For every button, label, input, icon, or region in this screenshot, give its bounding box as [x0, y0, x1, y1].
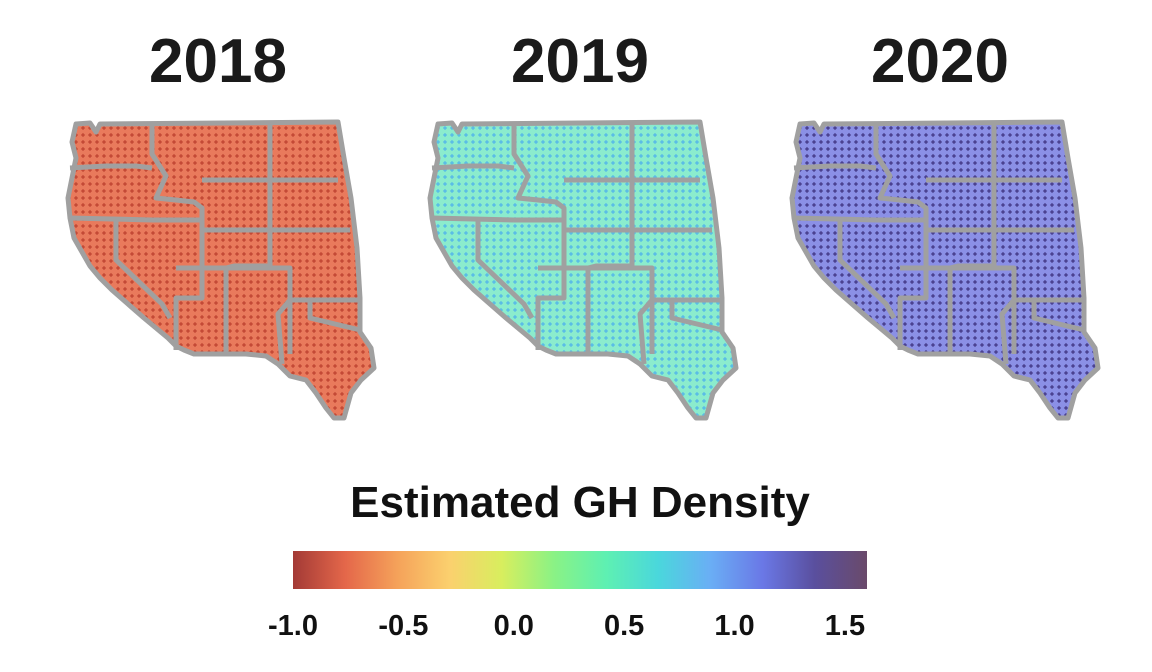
- panel-title-2020: 2020: [871, 27, 1009, 96]
- legend-tick-label: 1.0: [714, 610, 755, 642]
- maps-canvas: [65, 119, 1101, 421]
- panel-title-2018: 2018: [149, 27, 287, 96]
- panel-title-2019: 2019: [511, 27, 649, 96]
- legend-tick-label: -0.5: [378, 610, 429, 642]
- legend-tick-label: 0.0: [493, 610, 534, 642]
- map-2018: [65, 119, 377, 421]
- legend-tick-label: 1.5: [824, 610, 866, 642]
- legend-tick-label: -1.0: [268, 610, 318, 642]
- legend-title: Estimated GH Density: [350, 478, 810, 527]
- map-2019: [427, 119, 739, 421]
- legend-tick-label: 0.5: [603, 610, 645, 642]
- map-2020: [789, 119, 1101, 421]
- legend-colorbar: [293, 551, 867, 589]
